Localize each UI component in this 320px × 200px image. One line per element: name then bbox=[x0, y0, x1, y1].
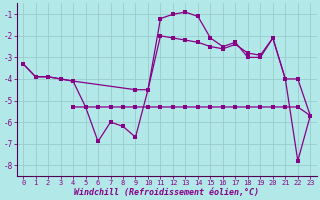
X-axis label: Windchill (Refroidissement éolien,°C): Windchill (Refroidissement éolien,°C) bbox=[74, 188, 259, 197]
